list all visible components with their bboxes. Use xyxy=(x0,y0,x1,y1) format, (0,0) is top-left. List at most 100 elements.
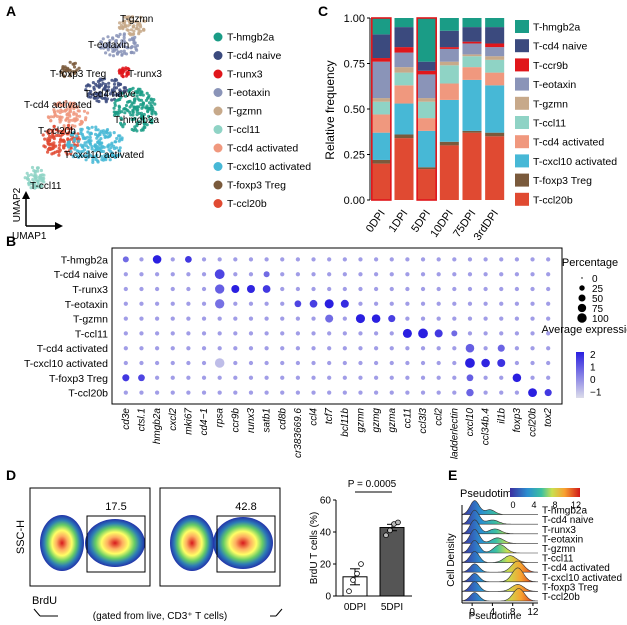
dotplot-dot xyxy=(186,286,191,292)
dotplot-dot xyxy=(389,346,394,351)
dotplot-dot xyxy=(327,360,332,366)
umap-point xyxy=(107,85,111,89)
umap-point xyxy=(33,186,37,190)
flow-yaxis-label: SSC-H xyxy=(15,520,27,554)
dotplot-dot xyxy=(389,301,394,306)
dotplot-dot xyxy=(154,316,160,321)
colorbar-title: Pseudotime xyxy=(460,488,518,500)
ridgeline-xtick-label: 12 xyxy=(527,607,539,618)
umap-point xyxy=(52,141,56,145)
brdu-ytick-label: 40 xyxy=(320,528,332,539)
umap-point xyxy=(127,15,131,19)
freq-bar-segment xyxy=(417,98,437,102)
dotplot-dot xyxy=(248,390,254,395)
umap-point xyxy=(90,125,94,129)
umap-point xyxy=(115,136,119,141)
legend-c-swatch xyxy=(515,116,529,129)
dotplot-row-label: T-cxcl10 activated xyxy=(24,358,108,370)
dotplot-dot xyxy=(201,360,207,366)
umap-point xyxy=(117,25,121,30)
dotplot-dot xyxy=(280,331,285,336)
panel-label-d: D xyxy=(6,467,16,483)
dotplot-dot xyxy=(373,390,379,395)
brdu-point xyxy=(395,519,401,526)
brdu-point xyxy=(383,532,389,538)
umap-point xyxy=(69,146,73,150)
legend-a-label: T-foxp3 Treg xyxy=(227,180,286,192)
dotplot-gene-label: runx3 xyxy=(246,408,257,433)
umap-point xyxy=(30,165,35,170)
dotplot-gene-label: tcf7 xyxy=(324,408,335,425)
dotplot-gene-label: ccl2 xyxy=(434,408,445,426)
freq-bar-segment xyxy=(371,101,391,115)
dotplot-dot xyxy=(122,256,129,263)
dotplot-dot xyxy=(452,360,457,366)
umap-point xyxy=(65,143,69,147)
dotplot-dot xyxy=(467,257,473,262)
umap-point xyxy=(99,91,103,95)
dotplot-dot xyxy=(342,316,347,321)
umap-point xyxy=(66,124,70,128)
umap-point xyxy=(138,23,142,27)
freq-bar-segment xyxy=(394,138,414,200)
umap-point xyxy=(120,71,125,75)
umap-point xyxy=(43,145,47,149)
dotplot-dot xyxy=(342,346,347,351)
freq-bar-segment xyxy=(371,61,391,99)
umap-label-cd4activated: T-cd4 activated xyxy=(24,100,92,111)
freq-bar-segment xyxy=(439,48,459,62)
dotplot-dot xyxy=(217,331,222,336)
umap-point xyxy=(104,51,108,55)
umap-point xyxy=(68,60,72,64)
umap-point xyxy=(29,173,33,177)
dotplot-dot xyxy=(214,269,225,280)
dotplot-dot xyxy=(389,272,394,277)
dotplot-dot xyxy=(499,257,504,262)
umap-legend: T-hmgb2a T-cd4 naive T-runx3 T-eotaxin T-gzm… xyxy=(213,32,311,210)
dotplot-dot xyxy=(530,272,535,277)
umap-point xyxy=(145,104,149,108)
umap-point xyxy=(118,149,122,153)
freq-bar-segment xyxy=(462,18,482,28)
freq-ytick-label: 0.75 xyxy=(344,59,365,71)
umap-point xyxy=(59,102,63,106)
dotplot-dot xyxy=(420,375,426,380)
freq-bar-segment xyxy=(485,18,505,28)
freq-bar-segment xyxy=(394,72,414,86)
dotplot-dot xyxy=(342,360,347,366)
dotplot-dot xyxy=(530,301,535,306)
umap-point xyxy=(139,98,144,102)
dotplot-dot xyxy=(436,301,441,306)
dotplot-dot xyxy=(264,360,269,366)
umap-point xyxy=(139,111,144,115)
umap-point xyxy=(33,170,37,174)
dotplot: Percentage Average expression T-hmgb2a T-… xyxy=(24,247,627,459)
dotplot-dot xyxy=(201,301,207,306)
umap-point xyxy=(84,144,88,148)
freq-bar-segment xyxy=(462,41,482,44)
freq-xtick-label: 1DPI xyxy=(387,208,411,235)
dotplot-dot xyxy=(295,331,301,336)
umap-point xyxy=(102,145,106,149)
dotplot-dot xyxy=(483,286,488,292)
umap-point xyxy=(123,111,127,115)
dotplot-dot xyxy=(186,331,191,336)
umap-point xyxy=(138,90,142,94)
umap-point xyxy=(66,138,70,142)
dotplot-dot xyxy=(170,375,175,380)
umap-point xyxy=(51,134,55,138)
umap-point xyxy=(81,149,85,153)
umap-point xyxy=(55,128,59,132)
umap-point xyxy=(121,25,125,29)
dotplot-dot xyxy=(327,257,332,262)
umap-point xyxy=(133,41,137,45)
umap-point xyxy=(61,65,65,69)
dotplot-dot xyxy=(186,390,191,395)
umap-point xyxy=(79,127,83,131)
dotplot-dot xyxy=(436,346,441,351)
dotplot-row-label: T-cd4 activated xyxy=(37,343,108,355)
freq-bar-segment xyxy=(417,61,437,71)
umap-point xyxy=(103,96,107,100)
umap-point xyxy=(65,152,69,156)
umap-point xyxy=(150,112,154,116)
